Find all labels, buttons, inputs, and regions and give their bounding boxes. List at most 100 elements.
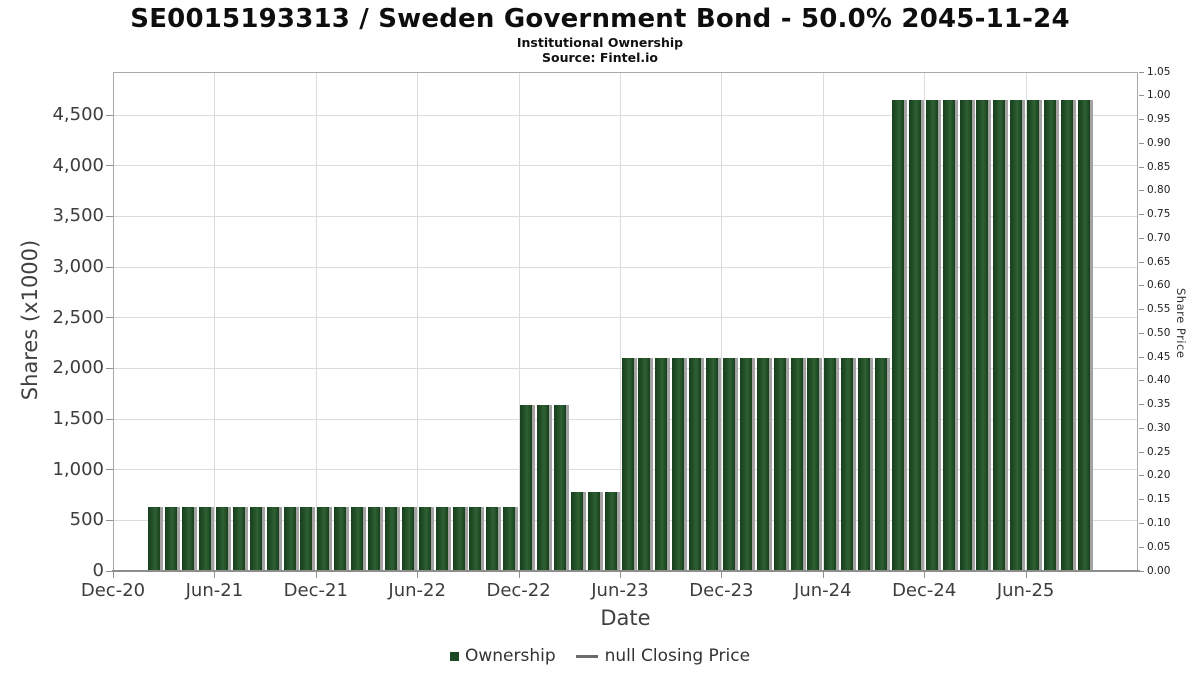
y-right-tick-label: 0.50 (1147, 326, 1171, 339)
ownership-bar[interactable] (976, 99, 992, 571)
ownership-bar[interactable] (435, 507, 451, 571)
ownership-bar[interactable] (1044, 99, 1059, 571)
ownership-bar[interactable] (891, 99, 907, 571)
ownership-bar[interactable] (587, 491, 603, 571)
y-right-tick (1139, 261, 1144, 263)
v-gridline (417, 72, 419, 571)
y-right-tick-label: 0.70 (1147, 231, 1171, 244)
ownership-bar[interactable] (942, 99, 958, 571)
h-gridline (113, 165, 1138, 167)
ownership-series-swatch-icon[interactable] (449, 651, 459, 661)
ownership-bar[interactable] (604, 491, 620, 571)
ownership-bar[interactable] (841, 358, 857, 571)
ownership-bar[interactable] (638, 358, 654, 571)
ownership-bar[interactable] (368, 507, 383, 571)
y-left-tick (106, 469, 113, 471)
x-tick (417, 572, 419, 578)
v-gridline (924, 72, 926, 571)
y-right-tick (1139, 570, 1144, 572)
ownership-bar[interactable] (722, 358, 738, 571)
ownership-bar[interactable] (215, 507, 231, 571)
y-right-tick-label: 0.35 (1147, 398, 1171, 411)
x-tick (518, 572, 520, 578)
y-right-tick-label: 0.90 (1147, 136, 1171, 149)
ownership-bar[interactable] (689, 358, 705, 571)
ownership-bar[interactable] (469, 507, 485, 571)
ownership-bar[interactable] (486, 507, 502, 571)
ownership-bar[interactable] (317, 507, 333, 571)
ownership-bar[interactable] (925, 99, 941, 571)
v-gridline (214, 72, 216, 571)
ownership-bar[interactable] (266, 507, 282, 571)
x-tick (822, 572, 824, 578)
ownership-bar[interactable] (739, 358, 755, 571)
y-left-tick-label: 3,000 (52, 256, 104, 278)
ownership-bar[interactable] (756, 358, 772, 571)
ownership-bar[interactable] (182, 507, 198, 571)
y-axis-title-left: Shares (x1000) (18, 239, 42, 401)
y-left-tick (106, 215, 113, 217)
ownership-bar[interactable] (706, 358, 721, 571)
v-gridline (315, 72, 317, 571)
y-left-tick-label: 3,500 (52, 205, 104, 227)
y-right-tick (1139, 95, 1144, 97)
ownership-bar[interactable] (908, 99, 924, 571)
ownership-bar[interactable] (283, 507, 299, 571)
ownership-bar[interactable] (655, 358, 671, 571)
y-right-tick-label: 0.00 (1147, 564, 1171, 577)
ownership-bar[interactable] (959, 99, 975, 571)
ownership-bar[interactable] (199, 507, 214, 571)
ownership-bar[interactable] (553, 404, 569, 571)
ownership-bar[interactable] (824, 358, 840, 571)
closing-price-series-dash-icon[interactable] (575, 654, 598, 658)
y-left-tick (106, 266, 113, 268)
ownership-bar[interactable] (570, 491, 586, 571)
ownership-bar[interactable] (300, 507, 316, 571)
ownership-bar[interactable] (621, 358, 637, 571)
x-tick-label: Jun-22 (388, 580, 446, 601)
ownership-bar[interactable] (148, 507, 164, 571)
y-right-tick-label: 0.85 (1147, 160, 1171, 173)
ownership-bar[interactable] (858, 358, 874, 571)
ownership-bar[interactable] (672, 358, 688, 571)
ownership-bar[interactable] (537, 404, 552, 571)
ownership-bar[interactable] (1060, 99, 1076, 571)
y-right-tick-label: 0.45 (1147, 350, 1171, 363)
y-left-tick (106, 165, 113, 167)
y-right-tick-label: 1.05 (1147, 65, 1171, 78)
h-gridline (113, 266, 1138, 268)
ownership-bar[interactable] (165, 507, 181, 571)
y-left-tick-label: 1,000 (52, 458, 104, 480)
ownership-bar[interactable] (875, 358, 890, 571)
legend-item-ownership[interactable]: Ownership (464, 646, 556, 666)
ownership-bar[interactable] (249, 507, 265, 571)
y-left-tick-label: 2,500 (52, 306, 104, 328)
y-right-tick-label: 0.60 (1147, 279, 1171, 292)
ownership-bar[interactable] (1010, 99, 1026, 571)
ownership-bar[interactable] (334, 507, 350, 571)
ownership-bar[interactable] (351, 507, 367, 571)
ownership-bar[interactable] (773, 358, 789, 571)
ownership-bar[interactable] (807, 358, 823, 571)
y-right-tick (1139, 475, 1144, 477)
ownership-bar[interactable] (503, 507, 519, 571)
ownership-bar[interactable] (1027, 99, 1043, 571)
ownership-bar[interactable] (232, 507, 248, 571)
y-left-tick (106, 570, 113, 572)
ownership-bar[interactable] (384, 507, 400, 571)
ownership-bar[interactable] (790, 358, 806, 571)
legend-item-closing-price[interactable]: null Closing Price (604, 646, 751, 666)
ownership-bar[interactable] (993, 99, 1009, 571)
ownership-bar[interactable] (401, 507, 417, 571)
x-tick (924, 572, 926, 578)
ownership-bar[interactable] (1077, 99, 1093, 571)
y-right-tick-label: 0.10 (1147, 516, 1171, 529)
ownership-bar[interactable] (418, 507, 434, 571)
chart-source: Source: Fintel.io (542, 50, 658, 65)
ownership-bar[interactable] (520, 404, 536, 571)
y-right-tick-label: 0.80 (1147, 184, 1171, 197)
x-tick-label: Dec-24 (892, 580, 957, 601)
ownership-bar[interactable] (452, 507, 468, 571)
y-right-tick-label: 0.25 (1147, 445, 1171, 458)
